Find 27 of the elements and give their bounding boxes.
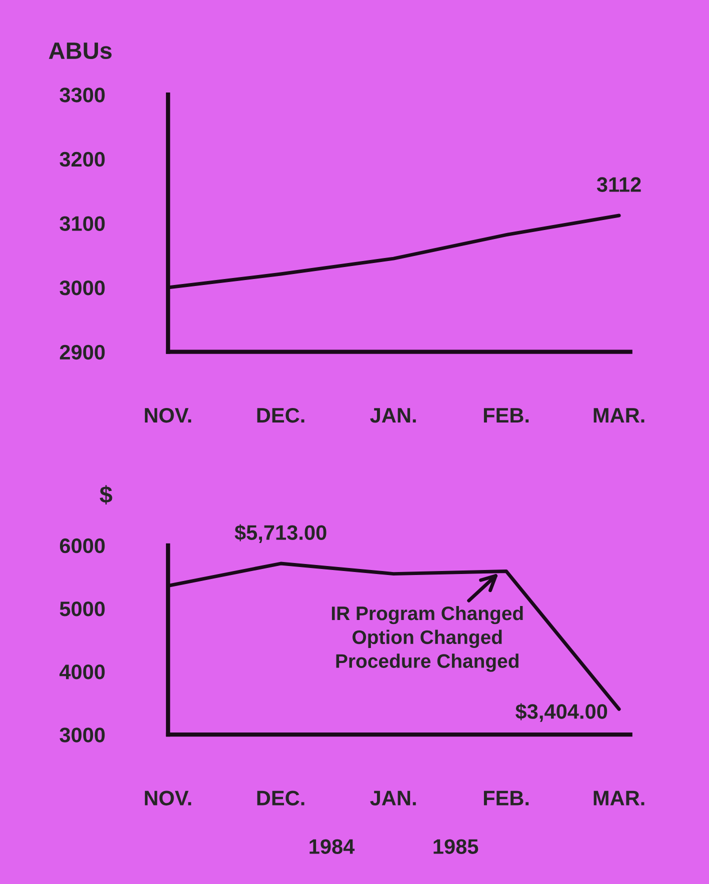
text: 1985 <box>434 839 478 854</box>
x-tick-label: FEB. <box>484 408 529 422</box>
x-tick-label: MAR. <box>594 408 644 422</box>
x-tick-label: NOV. <box>144 790 192 806</box>
y-tick-label: 6000 <box>60 538 105 554</box>
x-tick-label: DEC. <box>257 408 304 423</box>
x-tick-label: FEB. <box>484 790 529 806</box>
y-axis-title: ABUs <box>48 42 112 60</box>
data-label: $5,713.00 <box>234 524 326 543</box>
x-tick-label: JAN. <box>370 790 416 806</box>
x-tick-label: DEC. <box>257 790 304 806</box>
text: 1984 <box>310 839 355 854</box>
y-tick-label: 3000 <box>60 728 105 742</box>
data-label: $3,404.00 <box>516 703 608 722</box>
data-label: 3112 <box>596 177 641 192</box>
y-tick-label: 2900 <box>60 344 105 360</box>
y-tick-label: 3300 <box>60 88 105 102</box>
y-tick-label: 3000 <box>60 280 105 296</box>
y-tick-label: 3100 <box>60 216 105 231</box>
y-tick-label: 3200 <box>60 152 105 167</box>
y-tick-label: 4000 <box>60 664 105 680</box>
x-tick-label: JAN. <box>370 408 416 423</box>
annotation: IR Program Changed Option Changed Procedure Changed <box>332 606 523 672</box>
x-tick-label: MAR. <box>594 790 644 806</box>
y-tick-label: 5000 <box>60 601 105 616</box>
x-tick-label: NOV. <box>144 408 192 423</box>
y-axis-title: $ <box>100 485 112 504</box>
